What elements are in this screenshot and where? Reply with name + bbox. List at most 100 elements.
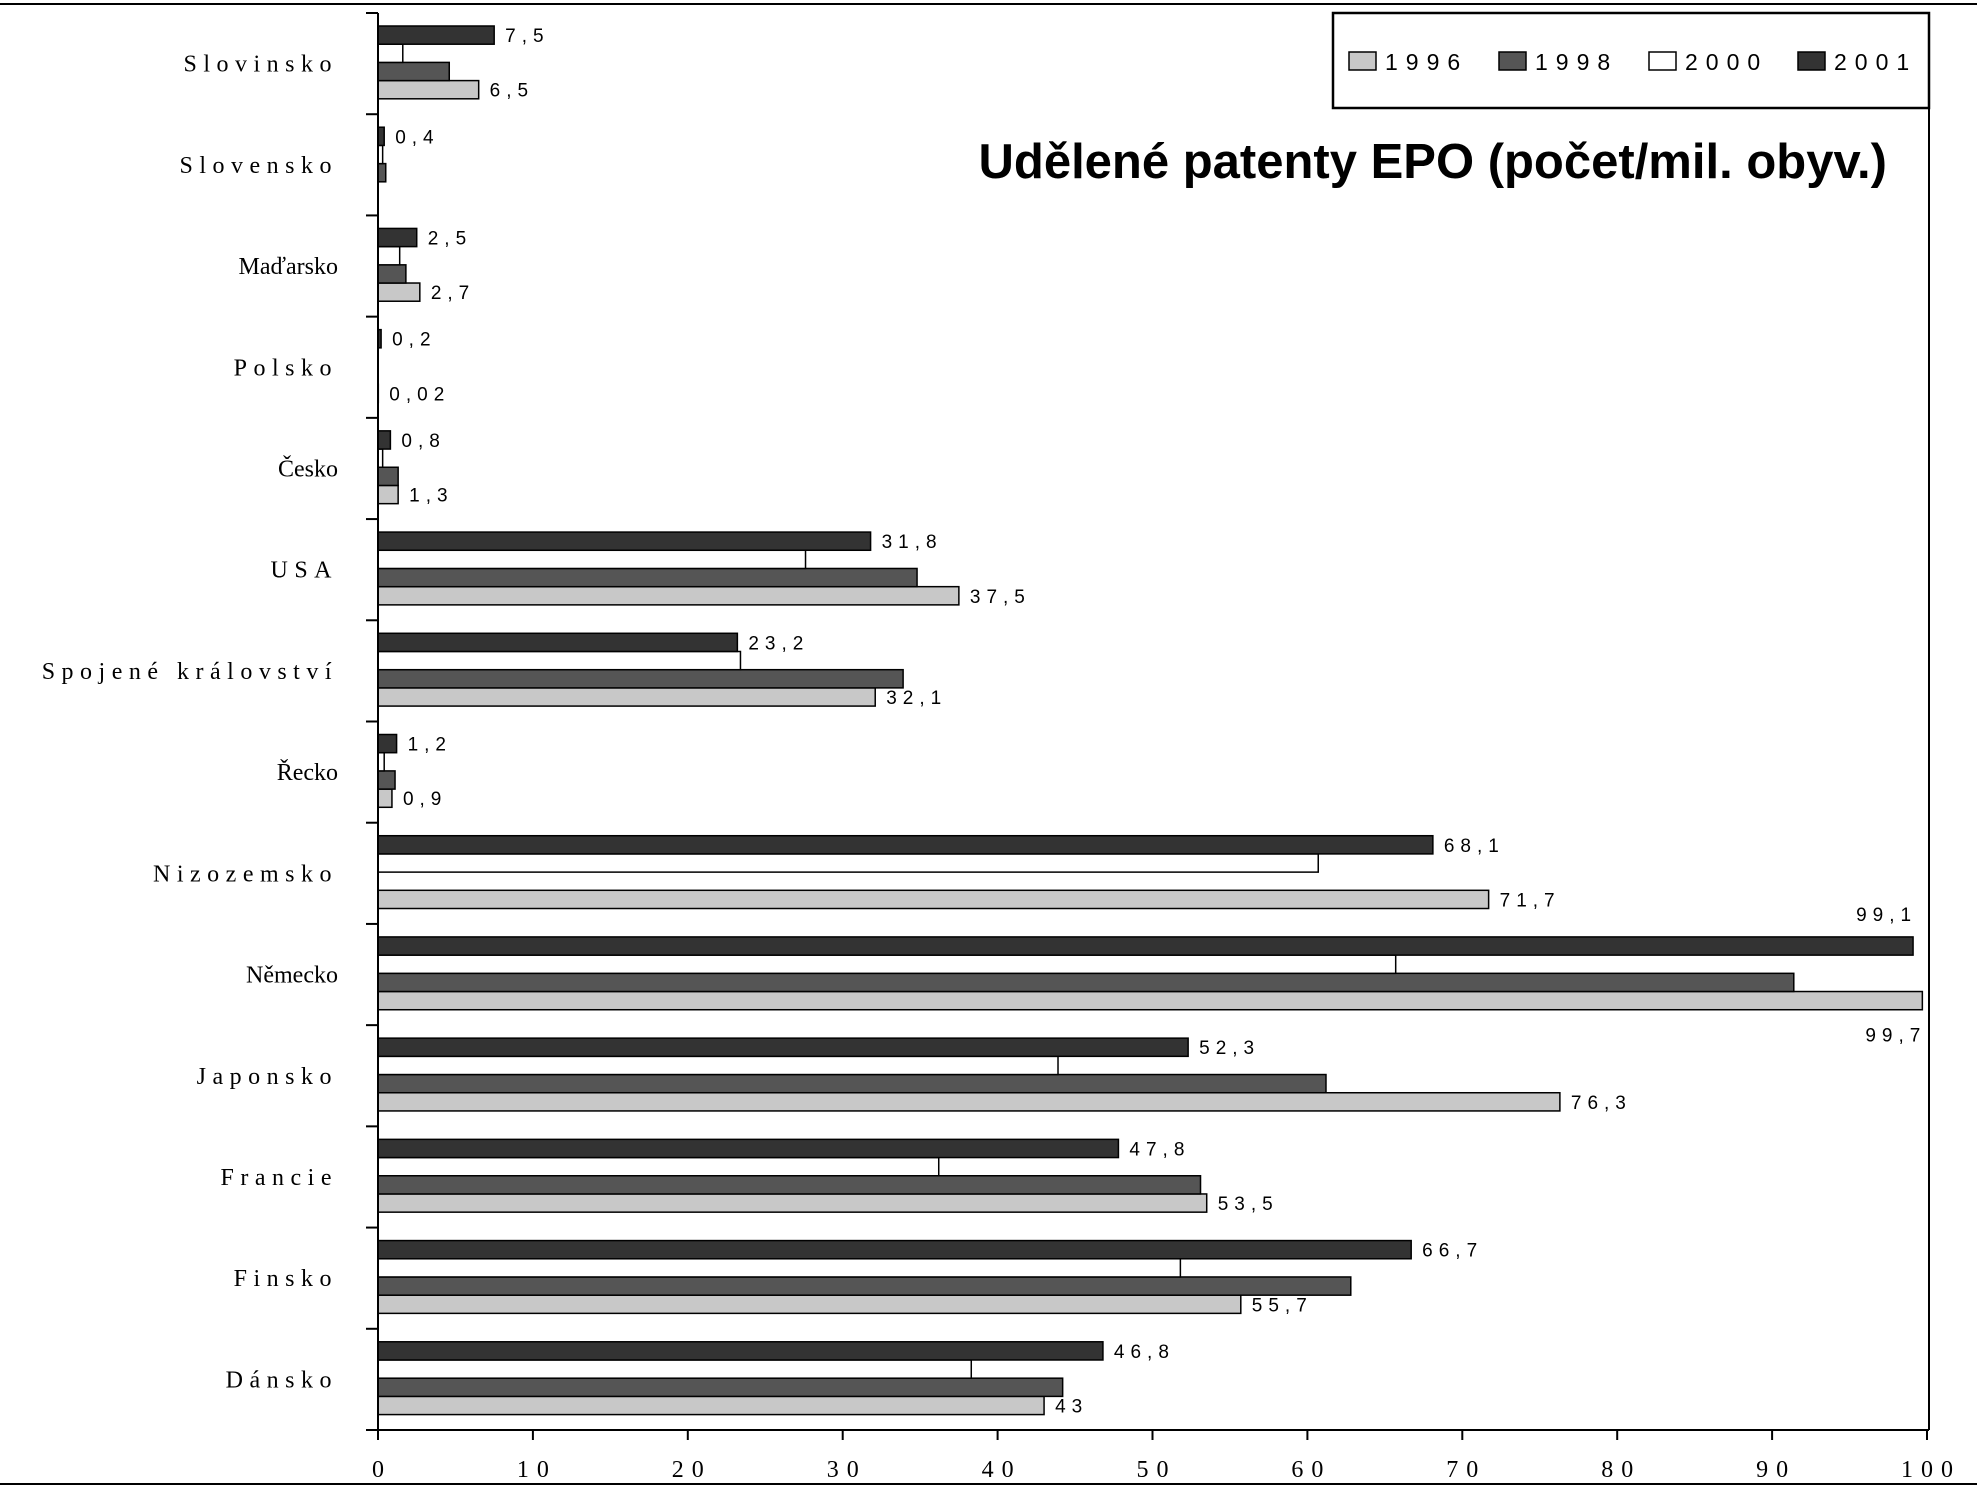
bar-1998-slovinsko: [377, 61, 451, 82]
data-label-1996-finsko: 55,7: [1252, 1295, 1313, 1316]
data-label-2001-japonsko: 52,3: [1199, 1038, 1260, 1059]
bar-1998-dansko: [377, 1377, 1064, 1398]
data-label-1996-nizozemsko: 71,7: [1500, 890, 1561, 911]
legend-label-2001: 2001: [1834, 49, 1917, 75]
y-axis-ticks: [366, 12, 378, 1431]
bar-2000-dansko: [377, 1359, 973, 1379]
bar-1998-recko: [377, 770, 396, 790]
data-label-2001-francie: 47,8: [1129, 1139, 1190, 1160]
data-label-2001-polsko: 0,2: [392, 330, 436, 351]
bar-2001-finsko: [377, 1239, 1412, 1260]
data-labels: 6,5 7,5 0,4 2,7 2,5 0,02 0,2 1,3 0,8 37,5 31,8 32,1…: [389, 26, 1920, 1417]
category-label-slovinsko: Slovinsko: [183, 52, 338, 78]
data-label-1996-francie: 53,5: [1218, 1194, 1279, 1215]
category-label-nizozemsko: Nizozemsko: [153, 861, 338, 887]
bar-2001-spojene-kralovstvi: [377, 632, 739, 653]
data-label-2001-nemecko: 99,1: [1856, 905, 1917, 926]
x-tick-label: 50: [1137, 1457, 1177, 1483]
legend-swatch-1998: [1498, 51, 1527, 71]
bar-1998-finsko: [377, 1276, 1352, 1296]
data-label-1996-spojene-kralovstvi: 32,1: [886, 688, 947, 709]
data-label-1996-usa: 37,5: [970, 587, 1031, 608]
bar-1996-usa: [377, 585, 960, 606]
bar-2000-madarsko: [377, 245, 401, 266]
x-tick-label: 70: [1446, 1457, 1486, 1483]
bar-1998-slovensko: [377, 162, 387, 183]
data-label-2001-nizozemsko: 68,1: [1444, 836, 1505, 857]
bar-2000-japonsko: [377, 1055, 1059, 1076]
bar-2000-nemecko: [377, 954, 1397, 975]
category-label-spojene-kralovstvi: Spojené království: [42, 659, 338, 685]
data-label-2001-slovinsko: 7,5: [505, 26, 549, 47]
x-tick-label: 30: [827, 1457, 867, 1483]
category-label-usa: USA: [270, 558, 338, 584]
x-tick-label: 20: [672, 1457, 712, 1483]
x-tick-label: 0: [372, 1457, 392, 1483]
category-labels: Slovinsko Slovensko Maďarsko Polsko Česko USA…: [42, 52, 338, 1394]
x-tick-label: 60: [1291, 1457, 1331, 1483]
bar-2001-slovinsko: [377, 25, 495, 45]
bar-1998-cesko: [377, 466, 399, 487]
data-label-2001-recko: 1,2: [408, 735, 452, 756]
data-label-2001-cesko: 0,8: [401, 431, 445, 452]
category-label-nemecko: Německo: [246, 963, 338, 989]
data-label-2001-finsko: 66,7: [1422, 1241, 1483, 1262]
bar-2001-nemecko: [377, 936, 1914, 956]
x-tick-label: 90: [1756, 1457, 1796, 1483]
bar-1996-spojene-kralovstvi: [377, 687, 876, 707]
x-tick-label: 100: [1901, 1457, 1961, 1483]
bar-2001-dansko: [377, 1341, 1104, 1361]
chart-title: Udělené patenty EPO (počet/mil. obyv.): [979, 135, 1888, 189]
bar-2000-usa: [377, 549, 807, 570]
category-label-polsko: Polsko: [234, 355, 338, 381]
bar-2001-recko: [377, 733, 398, 754]
bar-1996-dansko: [377, 1395, 1045, 1416]
bar-2001-francie: [377, 1138, 1120, 1159]
bar-1996-recko: [377, 788, 393, 809]
bars-group: [377, 25, 1924, 1416]
legend-swatch-2001: [1797, 51, 1826, 71]
bar-2001-madarsko: [377, 227, 418, 248]
bar-1998-nemecko: [377, 972, 1795, 993]
data-label-1996-madarsko: 2,7: [431, 283, 475, 304]
legend-label-2000: 2000: [1685, 49, 1768, 75]
data-label-1996-polsko: 0,02: [389, 384, 450, 405]
category-label-cesko: Česko: [278, 455, 338, 482]
bar-1998-usa: [377, 567, 918, 588]
legend-swatch-2000: [1648, 51, 1677, 71]
category-label-dansko: Dánsko: [226, 1367, 338, 1393]
bar-2001-japonsko: [377, 1037, 1189, 1058]
x-axis-ticks: 0 10 20 30 40 50 60 70 80 90 100: [372, 1430, 1961, 1483]
bar-2000-spojene-kralovstvi: [377, 650, 742, 671]
legend-label-1998: 1998: [1535, 49, 1618, 75]
data-label-2001-dansko: 46,8: [1114, 1342, 1175, 1363]
category-label-finsko: Finsko: [234, 1266, 338, 1292]
bar-1998-francie: [377, 1175, 1202, 1195]
bar-1996-nemecko: [377, 990, 1924, 1011]
data-label-1996-dansko: 43: [1055, 1396, 1088, 1417]
category-label-japonsko: Japonsko: [197, 1064, 338, 1090]
bar-1996-madarsko: [377, 282, 421, 302]
bar-2000-nizozemsko: [377, 853, 1319, 873]
category-label-recko: Řecko: [277, 760, 338, 786]
bar-1996-cesko: [377, 484, 399, 505]
data-label-1996-japonsko: 76,3: [1571, 1093, 1632, 1114]
bar-1996-nizozemsko: [377, 889, 1490, 910]
x-tick-label: 40: [982, 1457, 1022, 1483]
legend-swatch-1996: [1348, 51, 1377, 71]
bar-2001-cesko: [377, 430, 392, 450]
bar-1996-francie: [377, 1193, 1208, 1213]
bar-1996-finsko: [377, 1294, 1242, 1315]
x-tick-label: 80: [1601, 1457, 1641, 1483]
bar-1998-madarsko: [377, 264, 407, 284]
data-label-2001-usa: 31,8: [882, 532, 943, 553]
x-tick-label: 10: [517, 1457, 557, 1483]
data-label-1996-cesko: 1,3: [409, 486, 453, 507]
bar-2001-usa: [377, 531, 872, 552]
bar-2000-francie: [377, 1156, 940, 1177]
bar-1996-japonsko: [377, 1091, 1561, 1112]
data-label-1996-slovinsko: 6,5: [490, 81, 534, 102]
bar-1996-slovinsko: [377, 79, 480, 100]
legend: 1996 1998 2000 2001: [1331, 11, 1931, 110]
